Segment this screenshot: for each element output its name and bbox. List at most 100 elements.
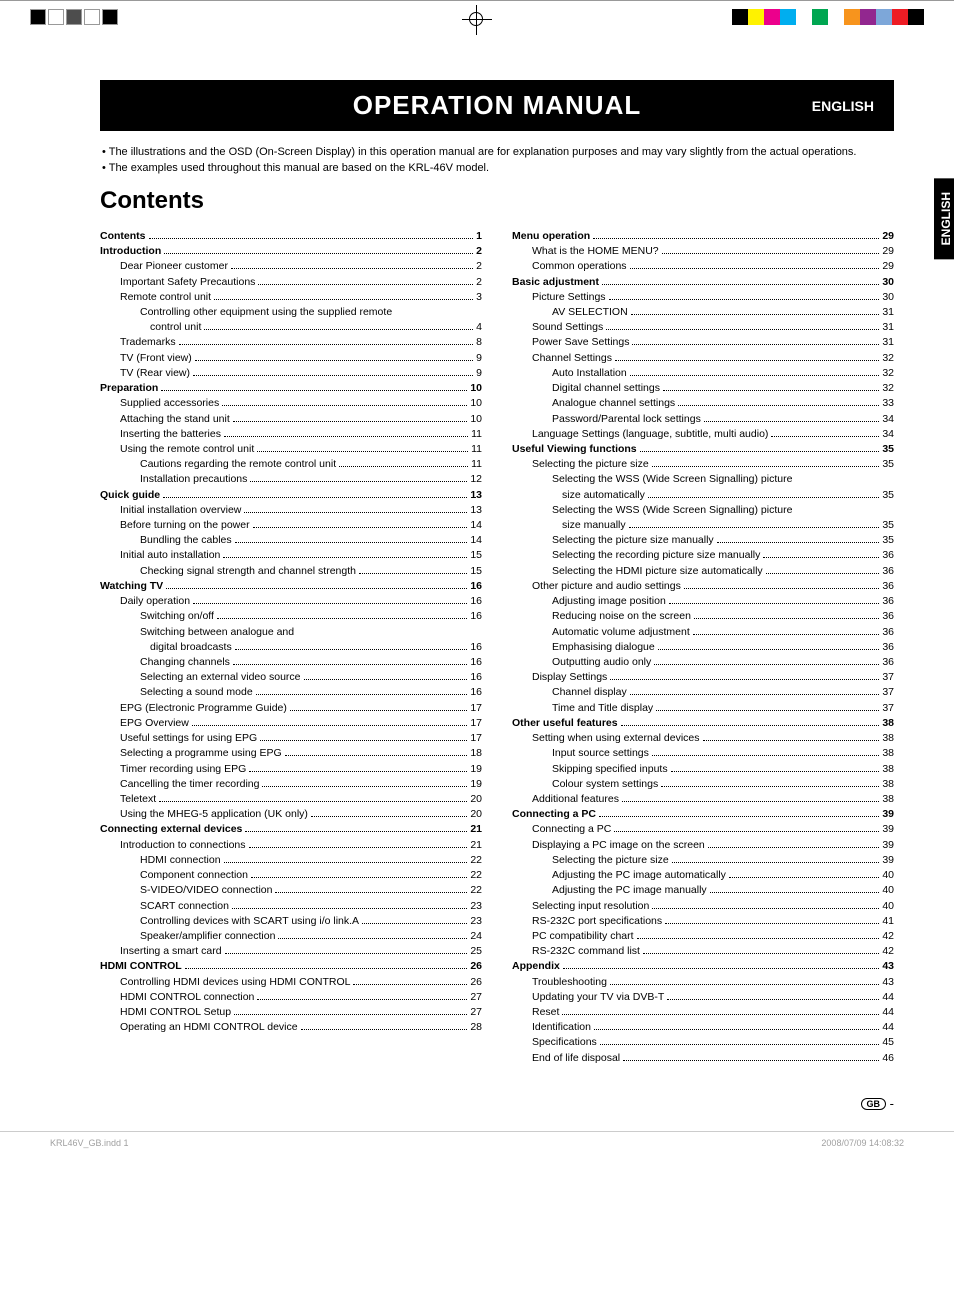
toc-leader — [594, 1022, 879, 1030]
toc-label: Using the MHEG-5 application (UK only) — [120, 807, 308, 822]
toc-leader — [225, 946, 468, 954]
intro-note: The examples used throughout this manual… — [100, 161, 894, 177]
registration-right — [732, 9, 924, 25]
toc-label: Reset — [532, 1005, 559, 1020]
toc-page: 30 — [882, 290, 894, 305]
toc-entry: EPG (Electronic Programme Guide)17 — [100, 701, 482, 716]
registration-crosshair — [462, 5, 492, 35]
toc-leader — [250, 474, 467, 482]
toc-label: Useful settings for using EPG — [120, 731, 257, 746]
toc-page: 40 — [882, 883, 894, 898]
toc-entry: RS-232C command list42 — [512, 944, 894, 959]
toc-label: Speaker/amplifier connection — [140, 929, 275, 944]
toc-leader — [224, 428, 468, 436]
toc-entry: Useful Viewing functions35 — [512, 442, 894, 457]
toc-label: Selecting the WSS (Wide Screen Signallin… — [512, 472, 894, 487]
toc-entry: digital broadcasts16 — [100, 640, 482, 655]
toc-leader — [652, 748, 879, 756]
manual-title: OPERATION MANUAL — [353, 90, 642, 121]
toc-leader — [652, 900, 879, 908]
toc-entry: Power Save Settings31 — [512, 335, 894, 350]
imposition-footer: KRL46V_GB.indd 1 2008/07/09 14:08:32 — [0, 1131, 954, 1154]
toc-page: 36 — [882, 640, 894, 655]
toc-label: EPG Overview — [120, 716, 189, 731]
toc-page: 14 — [470, 518, 482, 533]
toc-entry: Trademarks8 — [100, 335, 482, 350]
toc-leader — [667, 991, 879, 999]
toc-page: 38 — [882, 746, 894, 761]
toc-entry: Using the MHEG-5 application (UK only)20 — [100, 807, 482, 822]
toc-leader — [253, 520, 468, 528]
registration-swatch — [796, 9, 812, 25]
toc-page: 22 — [470, 883, 482, 898]
toc-leader — [562, 1007, 879, 1015]
toc-page: 39 — [882, 838, 894, 853]
toc-label: Before turning on the power — [120, 518, 250, 533]
toc-page: 23 — [470, 899, 482, 914]
toc-leader — [630, 367, 880, 375]
registration-swatch — [48, 9, 64, 25]
toc-entry: Picture Settings30 — [512, 290, 894, 305]
toc-label: Auto Installation — [552, 366, 627, 381]
registration-swatch — [876, 9, 892, 25]
toc-entry: Controlling HDMI devices using HDMI CONT… — [100, 975, 482, 990]
toc-leader — [311, 809, 467, 817]
toc-page: 36 — [882, 625, 894, 640]
toc-leader — [193, 367, 473, 375]
toc-page: 38 — [882, 762, 894, 777]
toc-entry: Installation precautions12 — [100, 472, 482, 487]
toc-page: 44 — [882, 1005, 894, 1020]
toc-leader — [606, 322, 879, 330]
toc-label: HDMI CONTROL connection — [120, 990, 254, 1005]
toc-label: Watching TV — [100, 579, 163, 594]
toc-page: 31 — [882, 335, 894, 350]
toc-label: Inserting the batteries — [120, 427, 221, 442]
toc-entry: PC compatibility chart42 — [512, 929, 894, 944]
toc-entry: Connecting a PC39 — [512, 822, 894, 837]
toc-entry: size manually35 — [512, 518, 894, 533]
toc-entry: Selecting the HDMI picture size automati… — [512, 564, 894, 579]
toc-leader — [257, 444, 468, 452]
toc-leader — [260, 733, 467, 741]
toc-page: 31 — [882, 305, 894, 320]
toc-label: Menu operation — [512, 229, 590, 244]
toc-label: EPG (Electronic Programme Guide) — [120, 701, 287, 716]
toc-page: 20 — [470, 792, 482, 807]
toc-leader — [693, 626, 880, 634]
page-region-badge: GB - — [100, 1096, 894, 1111]
toc-entry: Operating an HDMI CONTROL device28 — [100, 1020, 482, 1035]
toc-leader — [684, 581, 879, 589]
toc-leader — [244, 504, 467, 512]
toc-entry: Contents1 — [100, 229, 482, 244]
toc-label: Supplied accessories — [120, 396, 219, 411]
toc-page: 16 — [470, 609, 482, 624]
intro-note: The illustrations and the OSD (On-Screen… — [100, 145, 894, 161]
toc-entry: Additional features38 — [512, 792, 894, 807]
registration-swatch — [66, 9, 82, 25]
toc-leader — [222, 398, 467, 406]
toc-page: 16 — [470, 685, 482, 700]
toc-label: Introduction — [100, 244, 161, 259]
toc-entry: What is the HOME MENU?29 — [512, 244, 894, 259]
toc-columns: Contents1Introduction2Dear Pioneer custo… — [100, 229, 894, 1066]
toc-entry: Checking signal strength and channel str… — [100, 564, 482, 579]
toc-column-right: Menu operation 29What is the HOME MENU?29… — [512, 229, 894, 1066]
toc-leader — [630, 261, 880, 269]
toc-label: Input source settings — [552, 746, 649, 761]
toc-page: 1 — [476, 229, 482, 244]
toc-entry: Emphasising dialogue36 — [512, 640, 894, 655]
toc-page: 29 — [882, 244, 894, 259]
toc-entry: Troubleshooting43 — [512, 975, 894, 990]
toc-leader — [339, 459, 468, 467]
toc-entry: Input source settings 38 — [512, 746, 894, 761]
toc-page: 2 — [476, 244, 482, 259]
toc-entry: Selecting an external video source16 — [100, 670, 482, 685]
toc-label: Other useful features — [512, 716, 618, 731]
toc-label: Selecting the picture size — [532, 457, 649, 472]
toc-entry: Channel Settings32 — [512, 351, 894, 366]
toc-label: Quick guide — [100, 488, 160, 503]
toc-leader — [285, 748, 468, 756]
toc-page: 35 — [882, 442, 894, 457]
toc-leader — [164, 246, 473, 254]
toc-label: RS-232C port specifications — [532, 914, 662, 929]
